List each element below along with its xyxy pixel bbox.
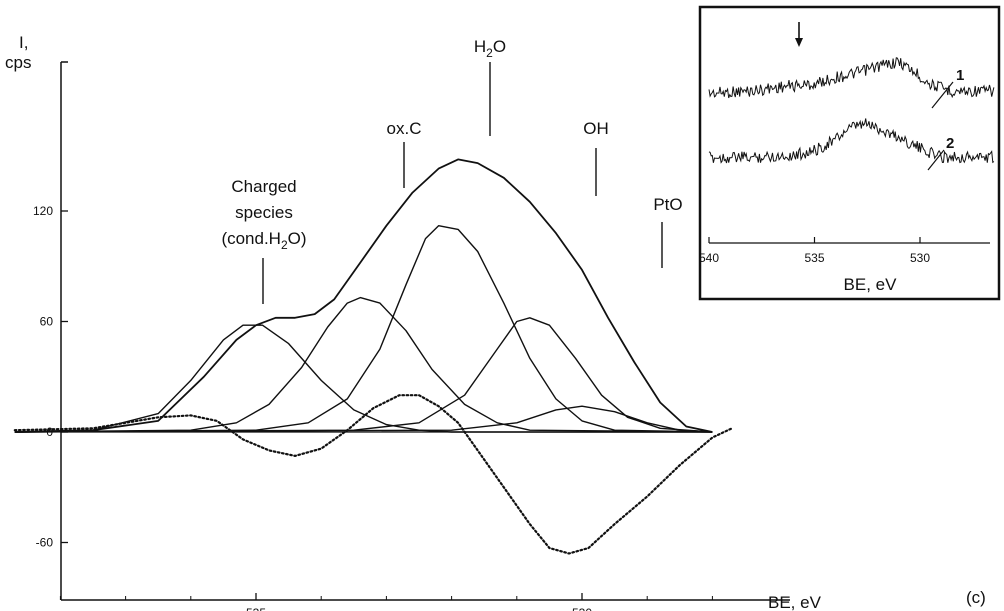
annotation-oh-label: OH (583, 119, 609, 138)
inset-trace-label-2: 2 (946, 135, 954, 152)
annotation-oh: OH (583, 119, 609, 196)
ox-c-peak (14, 296, 713, 433)
annotation-ox-c: ox.C (387, 119, 422, 188)
residual-dotted-curve (13, 394, 734, 555)
y-axis-unit: cps (5, 53, 31, 72)
annotation-h2o: H2O (474, 37, 506, 136)
inset-trace-leader-1 (931, 81, 954, 109)
annotation-pto: PtO (653, 195, 683, 268)
annotation-h2o-h: H (474, 37, 486, 56)
panel-label: (c) (966, 588, 986, 607)
inset-x-axis-title: BE, eV (844, 275, 898, 294)
inset-trace-label-1: 1 (956, 67, 964, 84)
y-tick-label: 120 (33, 204, 53, 218)
annotation-h2o-sub: 2 (486, 46, 493, 60)
annotation-charged-paren-end: O) (288, 229, 307, 248)
inset-trace-1 (708, 57, 995, 99)
oh-peak (14, 317, 713, 433)
y-tick-label: 60 (40, 315, 54, 329)
inset-frame (698, 5, 1001, 301)
inset-trace-2 (708, 118, 995, 164)
annotation-charged-species: Charged species (cond.H2O) (221, 177, 307, 304)
annotation-charged-sub: 2 (281, 238, 288, 252)
annotation-ox-c-label: ox.C (387, 119, 422, 138)
inset-x-tick-label: 530 (910, 251, 930, 265)
h2o-peak (14, 225, 713, 433)
x-tick-label: 535 (246, 606, 266, 611)
inset-arrow (795, 22, 803, 47)
charged-species-peak (14, 324, 713, 433)
pto-peak (14, 405, 713, 433)
x-axis-title: BE, eV (768, 593, 822, 611)
annotation-h2o-label: H2O (474, 37, 506, 60)
inset-arrow-head (795, 38, 803, 47)
y-tick-label: -60 (36, 536, 54, 550)
inset-series-group: 12 (708, 57, 995, 171)
main-series-group (13, 158, 734, 555)
inset-panel: 540 535 530 BE, eV 12 (698, 5, 1001, 301)
annotation-pto-label: PtO (653, 195, 682, 214)
annotation-charged-paren: (cond.H (221, 229, 281, 248)
inset-trace-leader-2 (927, 149, 945, 171)
annotation-charged-line-1: Charged (231, 177, 296, 196)
inset-ticks: 540 535 530 (699, 237, 930, 265)
annotation-charged-line-2: species (235, 203, 293, 222)
envelope-curve (14, 158, 713, 433)
inset-x-tick-label: 535 (804, 251, 824, 265)
annotation-h2o-o: O (493, 37, 506, 56)
x-tick-label: 530 (572, 606, 592, 611)
x-ticks: 535 530 (59, 593, 713, 611)
y-axis-title: I, (19, 33, 28, 52)
annotation-charged-line-3: (cond.H2O) (221, 229, 306, 252)
inset-x-tick-label: 540 (699, 251, 719, 265)
